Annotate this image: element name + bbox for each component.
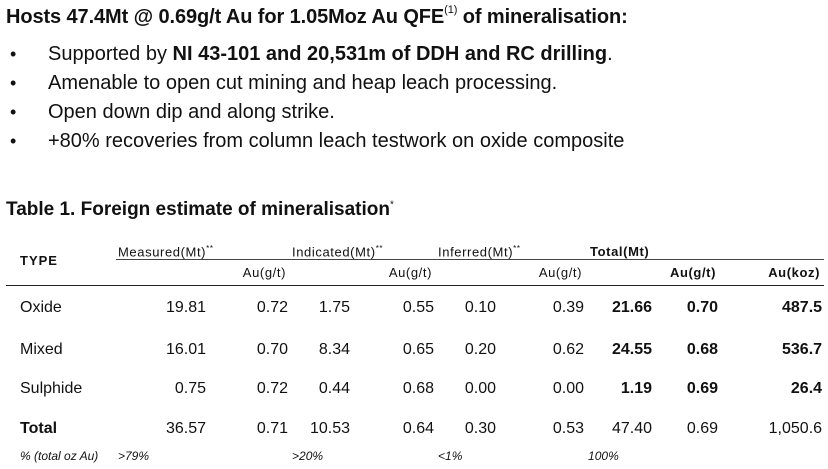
measured-grade-subheader: Au(g/t) — [242, 265, 287, 280]
bullet-item: • Supported by NI 43-101 and 20,531m of D… — [0, 40, 624, 69]
indicated-mt-subheader — [290, 260, 352, 286]
table-row-percent: % (total oz Au) >79% >20% <1% 100% — [6, 449, 824, 469]
table-row-oxide: Oxide 19.81 0.72 1.75 0.55 0.10 0.39 21.… — [6, 286, 824, 331]
inferred-grade-cell: 0.53 — [498, 408, 587, 449]
total-grade-subheader: Au(g/t) — [669, 265, 717, 280]
row-type: Sulphide — [20, 379, 83, 397]
measured-grade-cell: 0.72 — [256, 299, 289, 316]
bullet-item: • +80% recoveries from column leach testw… — [0, 127, 624, 156]
indicated-grade-cell: 0.55 — [402, 299, 435, 316]
total-koz-cell: 26.4 — [790, 379, 823, 397]
total-koz-cell: 536.7 — [782, 340, 823, 358]
inferred-grade-subheader: Au(g/t) — [538, 265, 583, 280]
measured-percent: >79% — [118, 449, 150, 463]
total-header: Total(Mt) — [586, 236, 655, 260]
table-caption-footnote-ref: * — [389, 199, 394, 211]
total-grade-cell: 0.70 — [686, 299, 719, 316]
bullet-dot: • — [10, 131, 17, 151]
measured-grade-cell: 0.72 — [256, 379, 289, 397]
indicated-mt-cell: 0.44 — [318, 379, 351, 397]
headline-text: Hosts 47.4Mt @ 0.69g/t Au for 1.05Moz Au… — [6, 6, 445, 28]
total-mt-cell: 47.40 — [586, 408, 655, 449]
table-caption-text: Table 1. Foreign estimate of mineralisat… — [6, 199, 390, 220]
indicated-mt-cell: 1.75 — [318, 299, 351, 316]
table-row-sulphide: Sulphide 0.75 0.72 0.44 0.68 0.00 0.00 1… — [6, 369, 824, 409]
indicated-percent: >20% — [292, 449, 324, 463]
bullet-bold-text: NI 43-101 and 20,531m of DDH and RC dril… — [172, 43, 608, 65]
percent-label: % (total oz Au) — [20, 449, 99, 463]
bullet-dot: • — [10, 44, 17, 64]
measured-mt-cell: 19.81 — [165, 299, 206, 316]
indicated-grade-cell: 0.68 — [402, 379, 435, 397]
bullet-dot: • — [10, 102, 17, 122]
inferred-grade-cell: 0.00 — [552, 379, 585, 397]
total-koz-cell: 487.5 — [782, 299, 823, 316]
header-row-units: Au(g/t) Au(g/t) Au(g/t) Au(g/t) Au(koz) — [6, 260, 825, 286]
table-caption: Table 1. Foreign estimate of mineralisat… — [6, 199, 394, 221]
bullet-item: • Open down dip and along strike. — [0, 98, 624, 127]
indicated-grade-cell: 0.64 — [352, 408, 437, 449]
headline: Hosts 47.4Mt @ 0.69g/t Au for 1.05Moz Au… — [6, 4, 628, 29]
total-grade-cell: 0.69 — [686, 379, 719, 397]
total-koz-cell: 1,050.6 — [720, 408, 825, 449]
bullet-dot: • — [10, 73, 17, 93]
indicated-header: Indicated(Mt)** — [290, 236, 437, 260]
bullet-text: Amenable to open cut mining and heap lea… — [48, 72, 558, 94]
inferred-mt-cell: 0.00 — [464, 379, 497, 397]
inferred-mt-cell: 0.30 — [436, 408, 499, 449]
table-row-mixed: Mixed 16.01 0.70 8.34 0.65 0.20 0.62 24.… — [6, 330, 824, 369]
inferred-mt-cell: 0.10 — [464, 299, 497, 316]
bullet-text: Supported by — [48, 43, 173, 65]
headline-suffix: of mineralisation: — [457, 6, 628, 28]
measured-header: Measured(Mt)** — [116, 236, 291, 260]
header-row-groups: TYPE Measured(Mt)** Indicated(Mt)** Infe… — [6, 236, 825, 268]
total-mt-subheader — [586, 260, 654, 286]
total-grade-cell: 0.68 — [686, 340, 719, 358]
measured-grade-cell: 0.71 — [208, 408, 291, 449]
row-type: Mixed — [20, 340, 63, 358]
bullet-text: +80% recoveries from column leach testwo… — [48, 130, 625, 152]
inferred-grade-cell: 0.39 — [552, 299, 585, 316]
total-header-spacer — [654, 236, 721, 260]
indicated-grade-subheader: Au(g/t) — [388, 265, 433, 280]
measured-mt-cell: 0.75 — [174, 379, 206, 397]
table-row-total: Total 36.57 0.71 10.53 0.64 0.30 0.53 47… — [6, 408, 825, 449]
indicated-mt-cell: 8.34 — [318, 340, 351, 358]
total-percent: 100% — [588, 449, 619, 463]
inferred-grade-cell: 0.62 — [552, 340, 585, 358]
indicated-grade-cell: 0.65 — [402, 340, 435, 358]
inferred-header: Inferred(Mt)** — [436, 236, 587, 260]
measured-mt-cell: 16.01 — [165, 340, 206, 358]
mineralisation-table: TYPE Measured(Mt)** Indicated(Mt)** Infe… — [6, 236, 825, 469]
total-koz-subheader: Au(koz) — [768, 265, 821, 280]
headline-footnote-ref: (1) — [444, 4, 458, 17]
indicated-mt-cell: 10.53 — [290, 408, 353, 449]
bullet-text: Open down dip and along strike. — [48, 101, 335, 123]
total-mt-cell: 24.55 — [612, 340, 653, 358]
total-grade-cell: 0.69 — [654, 408, 721, 449]
row-type: Total — [6, 408, 116, 449]
total-mt-cell: 21.66 — [612, 299, 653, 316]
inferred-mt-subheader — [436, 260, 498, 286]
inferred-mt-cell: 0.20 — [464, 340, 497, 358]
highlights-list: • Supported by NI 43-101 and 20,531m of D… — [0, 40, 624, 156]
inferred-percent: <1% — [438, 449, 463, 463]
row-type: Oxide — [20, 299, 62, 316]
total-mt-cell: 1.19 — [620, 379, 653, 397]
measured-grade-cell: 0.70 — [256, 340, 289, 358]
bullet-text-end: . — [607, 43, 613, 65]
measured-mt-subheader — [116, 260, 208, 286]
measured-mt-cell: 36.57 — [116, 408, 208, 449]
type-header: TYPE — [20, 253, 58, 268]
total-header-spacer — [720, 236, 825, 260]
bullet-item: • Amenable to open cut mining and heap le… — [0, 69, 624, 98]
